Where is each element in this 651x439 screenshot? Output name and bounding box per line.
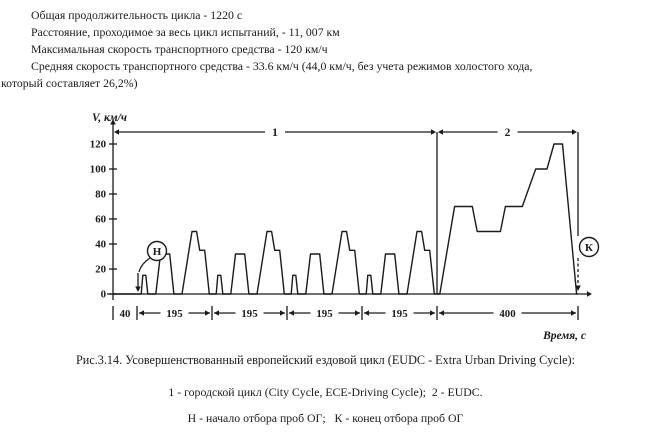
intro-line-avg-speed: Средняя скорость транспортного средства … [31,59,533,73]
intro-line-distance: Расстояние, проходимое за весь цикл испы… [31,25,340,39]
dimension-arrow-right [355,310,360,316]
intro-line-duration: Общая продолжительность цикла - 1220 с [31,8,243,22]
y-tick-label: 20 [95,264,106,276]
driving-cycle-chart: V, км/ч Время, с 0 20 40 60 80 100 120 1 2 Н К 40 195 1… [90,112,600,342]
driving-cycle-figure: V, км/ч Время, с 0 20 40 60 80 100 120 1 2 Н К 40 195 1… [0,108,651,353]
dimension-arrow-left [214,310,219,316]
dimension-arrow-right [571,310,576,316]
marker-circle [578,236,600,258]
duration-label: 195 [316,308,332,320]
marker-pointer [138,257,151,273]
y-tick-label: 100 [90,164,106,176]
figure-caption-markers: Н - начало отбора проб ОГ; К - конец отб… [187,411,464,425]
marker-arrow-head [575,285,581,291]
marker-label: К [585,242,593,254]
dimension-arrow-right [430,310,435,316]
y-axis-arrow [110,119,116,125]
y-axis-label: V, км/ч [92,112,127,124]
duration-label: 195 [241,308,257,320]
section-label: 1 [272,127,278,139]
y-tick-label: 40 [95,239,106,251]
duration-label: 195 [166,308,182,320]
x-axis-arrow [587,291,592,297]
duration-label: 40 [120,308,131,320]
dimension-arrow-left [289,310,294,316]
duration-label: 195 [391,308,407,320]
figure-caption-legend: 1 - городской цикл (City Cycle, ECE-Driv… [168,385,483,399]
y-tick-label: 60 [95,214,106,226]
intro-line-avg-speed-cont: который составляет 26,2%) [1,76,138,90]
dimension-arrow-left [139,310,144,316]
cycle-parameters-paragraph: Общая продолжительность цикла - 1220 с Р… [0,7,651,92]
section-bracket-arrow-right [431,129,436,135]
dimension-arrow-left [439,310,444,316]
figure-caption-title: Рис.3.14. Усовершенствованный европейски… [76,353,575,367]
y-tick-label: 0 [101,289,106,301]
dimension-arrow-right [280,310,285,316]
section-bracket-arrow-left [438,129,443,135]
speed-curve [113,143,578,295]
marker-arrow-head [135,286,141,292]
y-tick-label: 80 [95,189,106,201]
x-axis-label: Время, с [542,330,586,342]
dimension-arrow-right [205,310,210,316]
section-label: 2 [505,127,511,139]
duration-label: 400 [499,308,515,320]
intro-line-max-speed: Максимальная скорость транспортного сред… [31,42,328,56]
section-bracket-arrow-left [114,129,119,135]
dimension-arrow-left [364,310,369,316]
marker-circle [146,240,168,262]
marker-label: Н [153,246,162,258]
section-bracket-arrow-right [572,129,577,135]
y-tick-label: 120 [90,139,106,151]
